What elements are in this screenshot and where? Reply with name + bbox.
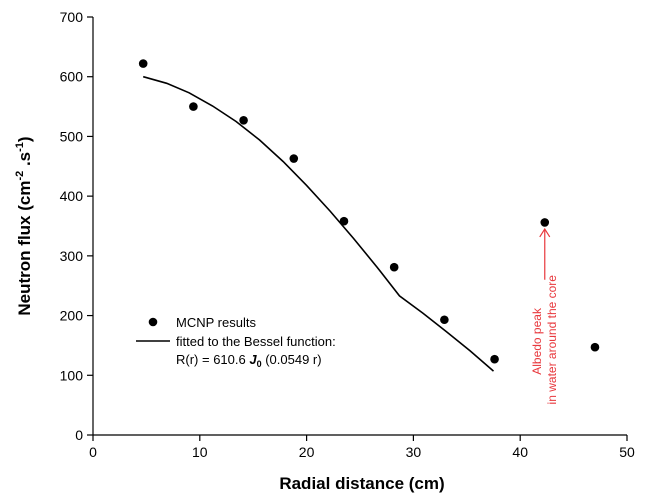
mcnp-point: [339, 216, 349, 226]
legend-equation: R(r) = 610.6 J0 (0.0549 r): [176, 352, 322, 369]
mcnp-point: [289, 154, 299, 163]
x-axis-ticks: 0 10 20 30 40 50: [89, 435, 635, 460]
y-axis-title-mid: .s: [15, 152, 34, 171]
plot-area: [138, 59, 600, 372]
x-tick-label: 0: [89, 444, 97, 460]
y-tick-label: 200: [60, 308, 84, 324]
y-axis-title-sup1: -2: [14, 171, 26, 181]
albedo-label-line1: Albedo peak: [530, 307, 544, 375]
albedo-arrowhead: [539, 227, 551, 238]
albedo-label: Albedo peak in water around the core: [530, 275, 559, 405]
y-tick-label: 100: [60, 367, 84, 383]
x-tick-label: 10: [192, 444, 208, 460]
y-tick-label: 300: [60, 248, 84, 264]
legend: MCNP results fitted to the Bessel functi…: [136, 315, 336, 369]
albedo-annotation: Albedo peak in water around the core: [530, 227, 559, 405]
mcnp-points: [138, 59, 600, 364]
y-axis-title-sup2: -1: [14, 142, 26, 152]
y-tick-label: 600: [60, 69, 84, 85]
y-tick-label: 700: [60, 9, 84, 25]
legend-marker-mcnp: [148, 317, 158, 327]
axes: [92, 17, 627, 436]
mcnp-point: [189, 102, 198, 111]
x-axis-title: Radial distance (cm): [279, 474, 444, 493]
albedo-label-line2: in water around the core: [545, 275, 559, 405]
legend-label-mcnp: MCNP results: [176, 315, 256, 330]
y-tick-label: 400: [60, 188, 84, 204]
mcnp-point: [590, 342, 600, 352]
mcnp-point: [490, 354, 499, 364]
equation-lhs: R(r) = 610.6: [176, 352, 249, 367]
y-axis-title-main: Neutron flux (cm: [15, 181, 34, 316]
y-axis-title: Neutron flux (cm-2 .s-1): [14, 136, 34, 315]
x-tick-label: 20: [299, 444, 315, 460]
y-axis-ticks: 0 100 200 300 400 500 600 700: [60, 9, 93, 443]
bessel-fit-line: [142, 75, 495, 372]
legend-label-fit: fitted to the Bessel function:: [176, 334, 336, 349]
mcnp-point: [138, 59, 148, 68]
mcnp-point: [239, 116, 248, 125]
x-tick-label: 50: [619, 444, 635, 460]
mcnp-point: [540, 218, 550, 227]
equation-function: J: [249, 352, 257, 367]
x-tick-label: 40: [512, 444, 528, 460]
y-tick-label: 500: [60, 128, 84, 144]
mcnp-point: [440, 315, 449, 325]
y-axis-title-end: ): [15, 136, 34, 142]
equation-rhs: (0.0549 r): [262, 352, 322, 367]
y-tick-label: 0: [75, 427, 83, 443]
mcnp-point: [389, 262, 399, 272]
x-tick-label: 30: [406, 444, 422, 460]
equation-subscript: 0: [257, 359, 262, 369]
